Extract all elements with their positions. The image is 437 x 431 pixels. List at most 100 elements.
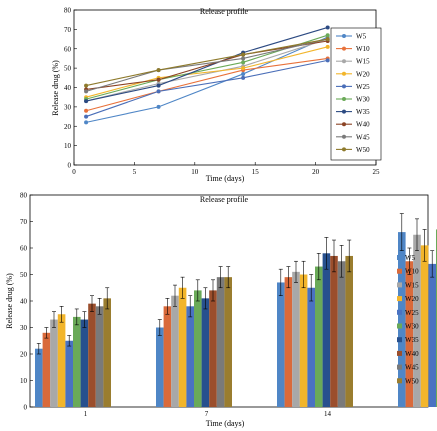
- bar-legend-label: W10: [405, 268, 419, 276]
- bar-chart-ticks: 01020304050607080171421: [20, 192, 332, 419]
- bar-W5-day-21: [398, 232, 406, 407]
- bar-legend-swatch: [397, 350, 402, 356]
- bar-legend-label: W40: [405, 350, 419, 358]
- line-point-W5: [241, 71, 246, 76]
- bar-chart-title: Release profile: [200, 195, 249, 204]
- bar-W5-day-7: [156, 327, 164, 407]
- bar-W15-day-21: [413, 234, 421, 407]
- line-chart-ytick-label: 20: [64, 123, 72, 131]
- bar-legend-swatch: [397, 309, 402, 315]
- line-chart-legend: [330, 27, 382, 161]
- bar-chart-xtick-label: 14: [324, 410, 332, 418]
- bar-legend-label: W5: [405, 254, 416, 262]
- bar-chart-bars: [35, 213, 437, 407]
- line-legend-marker: [342, 84, 346, 89]
- bar-W15-day-14: [292, 271, 300, 407]
- line-legend-label: W40: [356, 121, 370, 129]
- line-chart-ticks: 0 10 20 30 40 50 60 70 80 0 5 10 15 20 25: [64, 7, 380, 177]
- line-legend-marker: [342, 46, 346, 51]
- bar-legend-swatch: [397, 296, 402, 302]
- bar-W25-day-1: [65, 340, 73, 407]
- line-legend-marker: [342, 59, 346, 64]
- line-point-W50: [241, 52, 246, 57]
- line-chart-ytick-label: 40: [64, 84, 72, 92]
- line-legend-label: W5: [356, 33, 367, 41]
- line-point-W35: [156, 83, 161, 88]
- bar-W15-day-7: [171, 295, 179, 407]
- line-legend-label: W35: [356, 108, 370, 116]
- bar-W5-day-14: [277, 282, 285, 407]
- line-point-W35: [84, 99, 89, 104]
- bar-chart-ytick-label: 50: [20, 271, 28, 279]
- line-chart-series: [84, 25, 330, 125]
- bar-legend-swatch: [397, 337, 402, 343]
- bar-W50-day-14: [345, 255, 353, 407]
- bar-W15-day-1: [50, 319, 58, 407]
- line-point-W25: [84, 114, 89, 119]
- bar-chart-ytick-label: 10: [20, 377, 28, 385]
- line-point-W50: [156, 68, 161, 73]
- bar-legend-swatch: [397, 378, 402, 384]
- bar-W10-day-14: [284, 277, 293, 407]
- line-point-W35: [325, 25, 330, 30]
- bar-legend-label: W50: [405, 377, 419, 385]
- bar-W45-day-7: [216, 277, 225, 407]
- line-chart-ytick-label: 50: [64, 65, 72, 73]
- bar-W20-day-21: [420, 245, 429, 407]
- line-chart-title: Release profile: [200, 7, 249, 16]
- line-legend-label: W25: [356, 83, 370, 91]
- line-point-W25: [156, 89, 161, 94]
- line-series-W35: [85, 26, 328, 102]
- line-chart-ytick-label: 70: [64, 26, 72, 34]
- bar-W45-day-1: [95, 306, 104, 407]
- line-legend-marker: [342, 97, 346, 101]
- line-chart-xtick-label: 20: [312, 168, 320, 176]
- line-chart-xtick-label: 5: [133, 168, 137, 176]
- line-point-W10: [84, 108, 89, 113]
- line-legend-marker: [342, 122, 346, 127]
- bar-W35-day-14: [322, 253, 331, 407]
- bar-legend-label: W25: [405, 309, 419, 317]
- line-point-W30: [325, 33, 330, 38]
- line-series-W40: [86, 40, 328, 90]
- bar-legend-label: W20: [405, 295, 419, 303]
- bar-chart-ytick-label: 0: [24, 404, 28, 412]
- line-chart-xlabel: Time (days): [206, 174, 245, 183]
- line-chart-xtick-label: 15: [252, 168, 260, 176]
- bar-W20-day-1: [57, 314, 66, 407]
- line-point-W25: [241, 75, 246, 80]
- line-series-W10: [85, 57, 328, 112]
- bar-chart-ytick-label: 20: [20, 351, 28, 359]
- bar-chart: Release profile 01020304050607080171421 …: [5, 192, 437, 428]
- line-chart-ytick-label: 80: [64, 7, 72, 15]
- bar-W10-day-7: [163, 306, 172, 407]
- bar-chart-xtick-label: 1: [84, 410, 88, 418]
- bar-W10-day-21: [405, 261, 414, 407]
- line-point-W20: [325, 44, 330, 49]
- line-legend-label: W10: [356, 45, 370, 53]
- line-point-W25: [325, 58, 330, 63]
- line-chart-ytick-label: 30: [64, 103, 72, 111]
- bar-W25-day-21: [428, 263, 436, 407]
- line-point-W5: [84, 120, 89, 125]
- line-legend-label: W20: [356, 70, 370, 78]
- bar-W50-day-1: [103, 298, 111, 407]
- line-series-W45: [85, 38, 328, 92]
- bar-legend-swatch: [397, 323, 402, 329]
- bar-W35-day-1: [80, 319, 89, 407]
- line-series-W25: [85, 59, 328, 118]
- line-legend-label: W30: [356, 96, 370, 104]
- bar-W20-day-14: [299, 274, 308, 407]
- line-chart-ytick-label: 60: [64, 45, 72, 53]
- line-chart-legend-items: W5 W10 W15 W20 W25 W30 W35 W40 W45 W50: [336, 33, 370, 154]
- line-legend-marker: [342, 34, 346, 38]
- bar-W40-day-1: [88, 303, 96, 407]
- line-chart-xtick-label: 25: [373, 168, 381, 176]
- bar-legend-label: W30: [405, 323, 419, 331]
- line-chart-xtick-label: 10: [191, 168, 199, 176]
- line-point-W50: [84, 83, 89, 88]
- bar-chart-ytick-label: 70: [20, 218, 28, 226]
- line-point-W40: [156, 77, 161, 82]
- line-legend-marker: [342, 134, 346, 139]
